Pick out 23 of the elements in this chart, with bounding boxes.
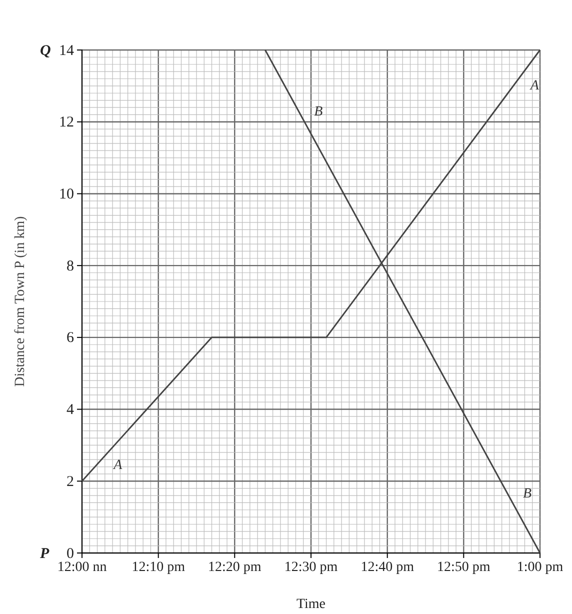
text: A xyxy=(530,78,539,94)
x-tick-label: 12:00 nn xyxy=(57,560,107,575)
x-tick-label: 12:10 pm xyxy=(132,560,186,575)
x-tick-label: 1:00 pm xyxy=(516,560,564,575)
y-tick-label: 4 xyxy=(66,402,74,418)
y-tick-label: 0 xyxy=(66,546,74,562)
y-tick-label: 12 xyxy=(59,114,74,131)
x-tick-label: 12:20 pm xyxy=(208,560,262,575)
series-label: A xyxy=(112,458,123,473)
y-tick-label: 8 xyxy=(66,258,74,274)
text: Q xyxy=(40,43,51,59)
series-label: B xyxy=(314,104,324,120)
x-axis-title: Time xyxy=(296,597,326,612)
x-tick-label: 12:50 pm xyxy=(437,560,490,575)
y-axis-title: Distance from Town P (in km) xyxy=(13,216,28,387)
x-tick-label: 12:30 pm xyxy=(284,560,338,575)
y-tick-label: 10 xyxy=(59,186,74,203)
text: B xyxy=(523,486,532,502)
x-tick-label: 12:40 pm xyxy=(360,560,414,575)
y-tick-label: 2 xyxy=(66,474,74,490)
y-tick-label: 6 xyxy=(66,330,74,346)
text: P xyxy=(40,546,50,562)
y-tick-label: 14 xyxy=(59,42,74,59)
